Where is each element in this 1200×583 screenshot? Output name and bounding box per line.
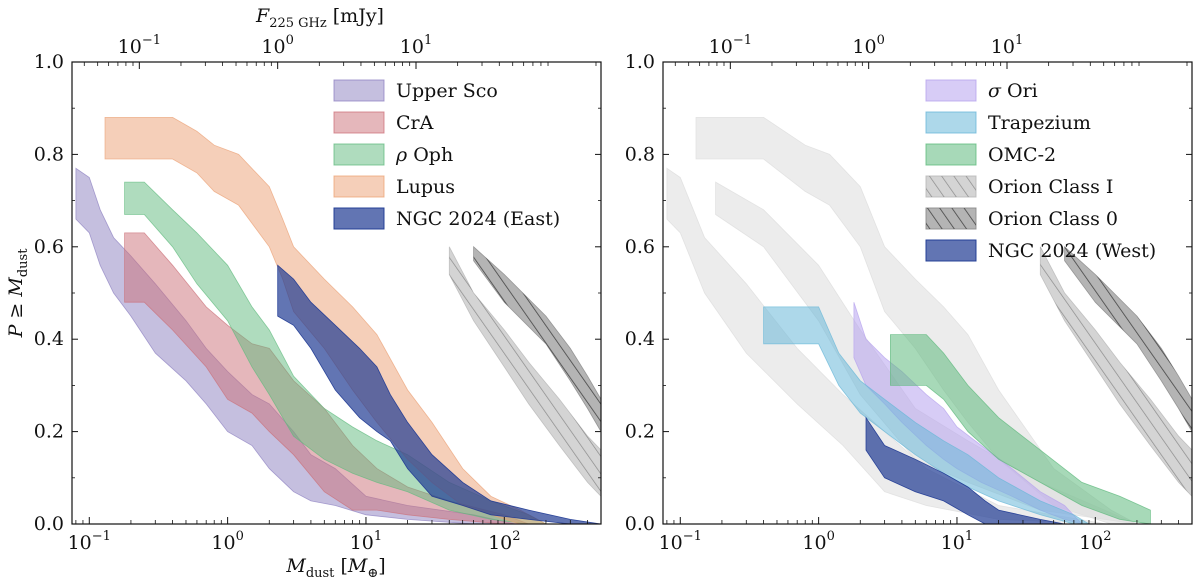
top-tick-label: 100	[852, 33, 884, 58]
legend-swatch	[333, 143, 385, 166]
right-panel: 0.0 0.2 0.4 0.6 0.8 1.0 10−1 100 101 102 10−1 100 10…	[625, 33, 1193, 554]
band-omc-2-5	[890, 334, 1151, 524]
legend-label: Trapezium	[988, 112, 1091, 134]
legend-label: Lupus	[396, 176, 455, 198]
legend-swatch	[333, 207, 385, 230]
y-tick-label: 0.4	[625, 328, 655, 350]
band-hatch-orion-class-i-6	[1040, 246, 1192, 497]
legend-swatch	[333, 111, 385, 134]
legend: σ Ori Trapezium OMC-2 Orion Class I Orion Cl…	[925, 79, 1156, 262]
legend-label: OMC-2	[988, 144, 1056, 166]
plot-area	[75, 117, 601, 524]
y-tick-label: 0.2	[625, 421, 655, 443]
legend-swatch	[925, 239, 977, 262]
legend-label: ρ Oph	[395, 144, 453, 166]
y-tick-label: 0.8	[625, 143, 655, 165]
y-tick-label: 1.0	[34, 51, 64, 73]
legend-swatch-hatch	[926, 176, 976, 197]
legend-label: CrA	[396, 112, 434, 134]
x-tick-label: 102	[1079, 529, 1111, 554]
top-tick-label: 10−1	[709, 33, 752, 58]
plot-area	[666, 117, 1192, 524]
x-tick-label: 10−1	[68, 529, 111, 554]
legend-label: NGC 2024 (West)	[988, 240, 1156, 262]
x-tick-label: 101	[350, 529, 382, 554]
legend-label: σ Ori	[988, 80, 1038, 102]
band-hatch-orion-class-0-6	[473, 246, 601, 432]
legend-swatch-hatch	[926, 208, 976, 229]
y-tick-label: 0.0	[34, 513, 64, 535]
y-tick-label: 0.8	[34, 143, 64, 165]
top-axis-title: F225 GHz [mJy]	[255, 5, 384, 31]
top-tick-label: 100	[261, 33, 293, 58]
legend-swatch	[333, 175, 385, 198]
legend-swatch	[925, 79, 977, 102]
legend-swatch	[333, 79, 385, 102]
x-tick-label: 100	[802, 529, 834, 554]
x-axis-title: Mdust [M⊕]	[285, 555, 385, 581]
left-panel: 0.0 0.2 0.4 0.6 0.8 1.0 10−1 100 101 102 10−1 100 10…	[34, 33, 602, 554]
top-tick-label: 101	[991, 33, 1023, 58]
y-tick-label: 0.4	[34, 328, 64, 350]
legend-label: NGC 2024 (East)	[396, 208, 560, 230]
x-tick-label: 100	[211, 529, 243, 554]
legend-label: Orion Class 0	[988, 208, 1118, 230]
band-ngc-2024-east-4	[277, 264, 601, 524]
legend-swatch	[925, 111, 977, 134]
legend: Upper Sco CrA ρ Oph Lupus NGC 2024 (East)	[333, 79, 560, 230]
legend-swatch	[925, 143, 977, 166]
band-trapezium-4	[763, 306, 1090, 524]
y-tick-label: 0.0	[625, 513, 655, 535]
x-tick-label: 101	[941, 529, 973, 554]
band-oph-2	[124, 181, 547, 524]
y-tick-label: 1.0	[625, 51, 655, 73]
band-hatch-orion-class-i-5	[449, 246, 601, 497]
top-tick-label: 10−1	[118, 33, 161, 58]
x-tick-label: 102	[488, 529, 520, 554]
top-tick-label: 101	[400, 33, 432, 58]
y-tick-label: 0.6	[625, 236, 655, 258]
band-background-other-regions-1	[695, 117, 1138, 524]
x-tick-label: 10−1	[659, 529, 702, 554]
band-hatch-orion-class-0-7	[1064, 246, 1192, 432]
y-tick-label: 0.6	[34, 236, 64, 258]
legend-label: Orion Class I	[988, 176, 1113, 198]
legend-label: Upper Sco	[396, 80, 498, 102]
y-axis-title: P ≥ Mdust	[5, 248, 31, 339]
band-ngc-2024-west-8	[865, 416, 1065, 524]
y-tick-label: 0.2	[34, 421, 64, 443]
